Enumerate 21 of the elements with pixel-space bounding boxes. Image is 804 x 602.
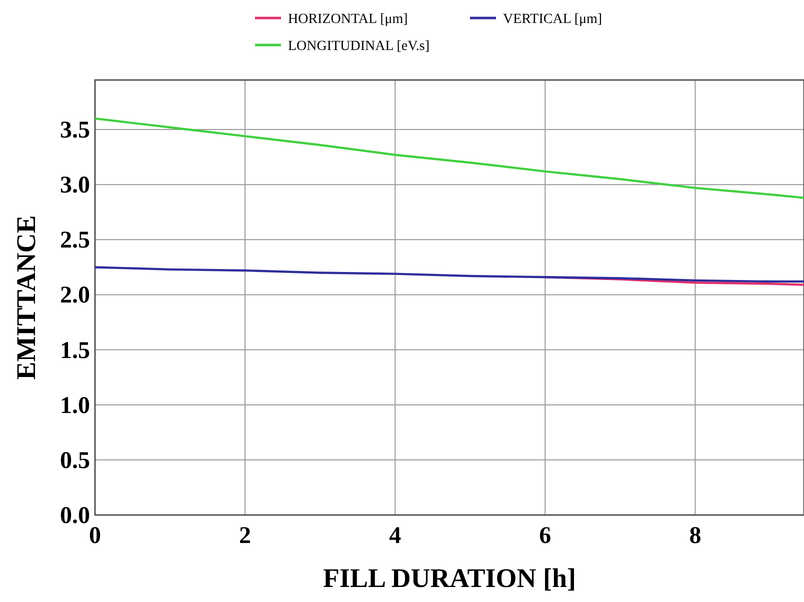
legend-label: LONGITUDINAL [eV.s]	[288, 39, 430, 54]
line-series	[94, 266, 804, 283]
y-tick-label: 2.0	[60, 282, 90, 309]
y-tick-label: 0.0	[60, 503, 90, 529]
y-tick-label: 1.0	[60, 392, 90, 419]
y-tick-label: 1.5	[60, 338, 90, 364]
y-tick-label: 0.5	[60, 448, 90, 474]
x-axis-title: FILL DURATION [h]	[322, 563, 576, 593]
x-tick-label: 0	[89, 523, 101, 549]
y-tick-label: 2.5	[60, 228, 90, 254]
x-tick-label: 6	[539, 523, 552, 549]
line-series	[94, 117, 804, 199]
y-tick-label: 3.5	[60, 118, 90, 144]
y-axis-title: EMITTANCE	[11, 215, 41, 380]
x-tick-label: 2	[239, 523, 252, 549]
x-tick-label: 4	[389, 523, 402, 549]
x-tick-label: 8	[689, 523, 702, 549]
legend-label: HORIZONTAL [μm]	[288, 12, 408, 27]
line-series	[544, 276, 804, 286]
y-tick-label: 3.0	[60, 172, 90, 199]
legend-label: VERTICAL [μm]	[503, 12, 602, 27]
